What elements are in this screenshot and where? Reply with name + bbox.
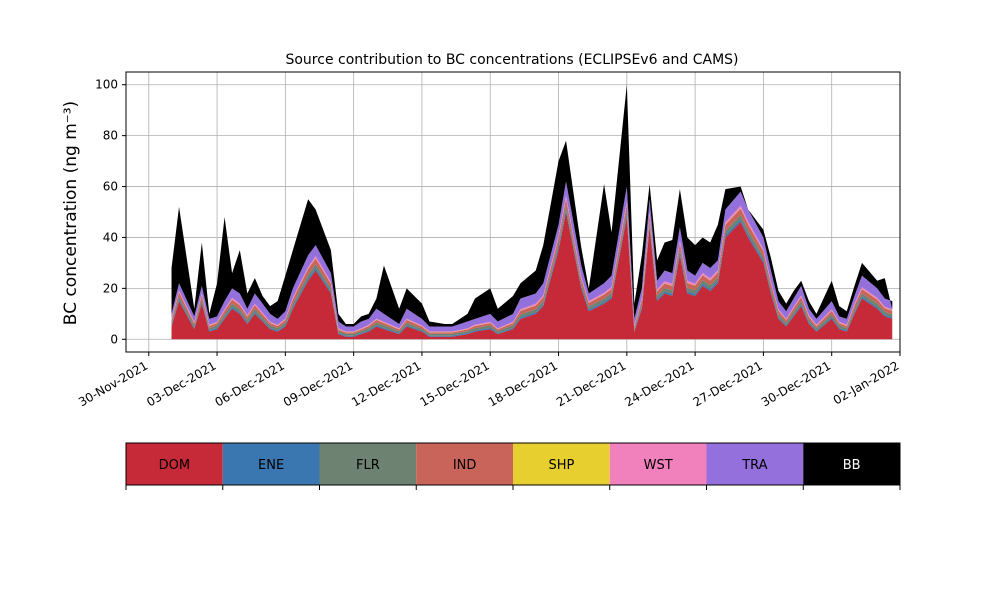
legend-swatch-flr	[319, 443, 417, 485]
x-tick-label: 09-Dec-2021	[281, 358, 355, 409]
legend-label-shp: SHP	[548, 458, 574, 473]
x-tick-label: 02-Jan-2022	[831, 358, 902, 407]
y-tick-label: 80	[103, 129, 118, 143]
legend-label-bb: BB	[843, 458, 861, 473]
area-tra	[171, 181, 893, 332]
legend-swatch-dom	[126, 443, 223, 485]
y-tick-label: 100	[95, 78, 118, 92]
legend-label-ind: IND	[453, 458, 477, 473]
legend-label-wst: WST	[644, 458, 673, 473]
area-ind	[171, 198, 893, 334]
legend-label-ene: ENE	[258, 458, 284, 473]
legend-swatch-ene	[222, 443, 320, 485]
legend-colorbar: DOM ENE FLR IND SHP WST TRA BB	[125, 442, 901, 490]
legend-label-dom: DOM	[159, 458, 190, 473]
legend-label-tra: TRA	[741, 458, 767, 473]
y-tick-label: 60	[103, 180, 118, 194]
legend-swatch-shp	[513, 443, 610, 485]
x-tick-label: 03-Dec-2021	[144, 358, 218, 409]
chart-title: Source contribution to BC concentrations…	[285, 52, 738, 68]
y-tick-label: 40	[103, 230, 118, 244]
legend-label-flr: FLR	[356, 458, 380, 473]
x-tick-label: 06-Dec-2021	[213, 358, 287, 409]
area-layer	[171, 84, 893, 340]
y-axis-label: BC concentration (ng m⁻³)	[61, 101, 81, 325]
y-tick-label: 20	[103, 281, 118, 295]
legend-swatch-tra	[706, 443, 804, 485]
axis-layer: 0 20 40 60 80 100 30-Nov-202103-Dec-202106-Dec…	[76, 78, 901, 410]
plot-frame	[125, 71, 901, 353]
x-tick-label: 30-Nov-2021	[76, 358, 150, 409]
legend-swatch-wst	[609, 443, 707, 485]
x-tick-label: 15-Dec-2021	[417, 358, 491, 409]
x-tick-label: 18-Dec-2021	[486, 358, 560, 409]
y-tick-label: 0	[110, 332, 118, 346]
legend-swatch-ind	[416, 443, 513, 485]
area-bb	[171, 84, 893, 327]
area-dom	[171, 212, 893, 340]
x-tick-label: 21-Dec-2021	[554, 358, 628, 409]
x-tick-label: 24-Dec-2021	[622, 358, 696, 409]
x-tick-label: 30-Dec-2021	[759, 358, 833, 409]
x-tick-label: 27-Dec-2021	[691, 358, 765, 409]
legend-swatch-bb	[803, 443, 900, 485]
x-tick-label: 12-Dec-2021	[349, 358, 423, 409]
